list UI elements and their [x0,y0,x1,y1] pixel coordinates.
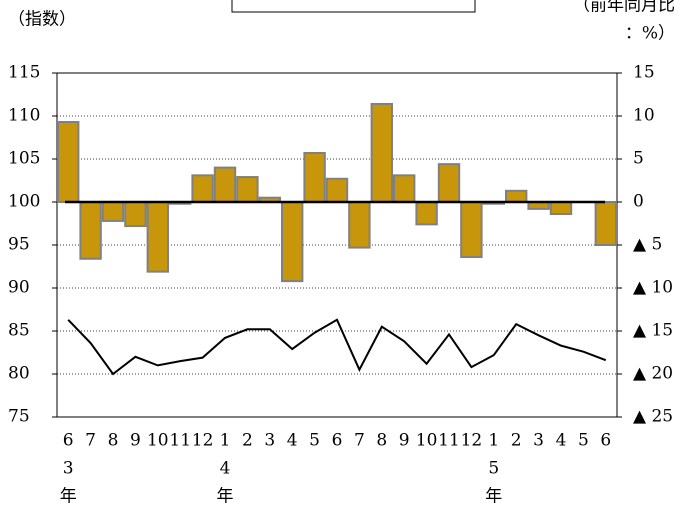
bar [79,201,102,260]
x-tick-label: 10 [416,431,438,451]
legend-box [231,0,476,13]
line [67,318,607,376]
bar [460,201,483,259]
y2-tick-label: 10 [633,106,655,126]
bar [370,102,394,203]
x-tick-label: 11 [169,431,191,451]
bar [415,201,438,226]
y-tick-label: 75 [8,407,30,427]
y2-tick-label: 0 [633,192,644,212]
y-tick-label: 85 [8,321,30,341]
x-tick-label: 6 [63,431,74,451]
plot-frame [56,72,618,418]
y2-tick-label: ▲ 15 [633,321,673,341]
bar [101,201,125,222]
year-label: 年 [60,487,77,507]
y2-tick-label: ▲ 10 [633,278,673,298]
y2-tick-label: 15 [633,63,655,83]
x-tick-label: 7 [354,431,365,451]
y2-tick-label: ▲ 5 [633,235,662,255]
bar [437,163,461,204]
y2-tick-label: ▲ 25 [633,407,673,427]
y-tick-label: 80 [8,364,30,384]
x-tick-label: 4 [556,431,567,451]
y2-tick-label: 5 [633,149,644,169]
x-tick-label: 6 [600,431,611,451]
x-tick-label: 8 [376,431,387,451]
y-axis-label: （指数） [8,10,76,30]
x-tick-label: 2 [511,431,522,451]
bar [124,201,147,228]
y-tick-label: 115 [8,63,40,83]
x-tick-label: 4 [287,431,298,451]
y2-axis-label: ：%） [625,24,675,44]
bar [393,174,416,203]
x-tick-label: 9 [399,431,410,451]
bar [594,201,617,246]
x-tick-label: 5 [309,431,320,451]
year-label: 年 [485,487,502,507]
y-tick-label: 105 [8,149,40,169]
x-tick-label: 3 [533,431,544,451]
bar [303,151,326,203]
x-tick-label: 9 [130,431,141,451]
bar [213,166,237,204]
x-tick-label: 1 [220,431,231,451]
bar [281,201,304,283]
bar [191,174,214,203]
x-tick-label: 12 [192,431,214,451]
y-tick-label: 100 [8,192,40,212]
x-tick-label: 3 [264,431,275,451]
x-tick-label: 2 [242,431,253,451]
year-label: 5 [488,459,499,479]
bar [348,201,371,249]
x-tick-label: 10 [147,431,169,451]
x-tick-label: 6 [332,431,343,451]
year-label: 年 [217,487,234,507]
x-tick-label: 11 [438,431,460,451]
bar [505,189,528,204]
bar [236,176,259,203]
bar [57,121,80,203]
bar [146,201,170,273]
x-tick-label: 1 [488,431,499,451]
x-tick-label: 12 [461,431,483,451]
year-label: 3 [63,459,74,479]
y-tick-label: 110 [8,106,40,126]
y2-tick-label: ▲ 20 [633,364,673,384]
y-tick-label: 95 [8,235,30,255]
x-tick-label: 5 [578,431,589,451]
bar [549,201,573,216]
y-tick-label: 90 [8,278,30,298]
x-tick-label: 7 [85,431,96,451]
bar [325,177,349,203]
year-label: 4 [220,459,231,479]
y2-axis-label: （前年同月比 [573,0,675,16]
x-tick-label: 8 [108,431,119,451]
